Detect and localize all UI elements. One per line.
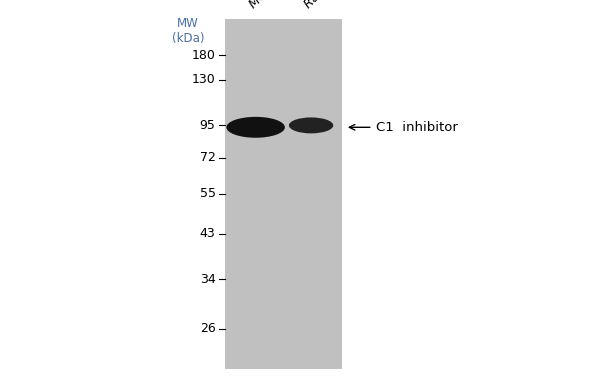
Text: 72: 72 [200, 151, 216, 164]
Text: 55: 55 [200, 187, 216, 200]
Text: Mouse plasma: Mouse plasma [246, 0, 319, 11]
Bar [225, 19, 342, 369]
Text: 26: 26 [200, 322, 216, 335]
Text: MW
(kDa): MW (kDa) [172, 17, 204, 45]
Text: 95: 95 [200, 119, 216, 132]
Text: 130: 130 [192, 73, 216, 86]
Text: 34: 34 [200, 273, 216, 286]
Ellipse shape [289, 117, 333, 133]
Text: 180: 180 [192, 49, 216, 62]
Ellipse shape [227, 117, 285, 138]
Text: Rat plasma: Rat plasma [302, 0, 361, 11]
Text: 43: 43 [200, 227, 216, 240]
Text: C1  inhibitor: C1 inhibitor [376, 121, 458, 134]
